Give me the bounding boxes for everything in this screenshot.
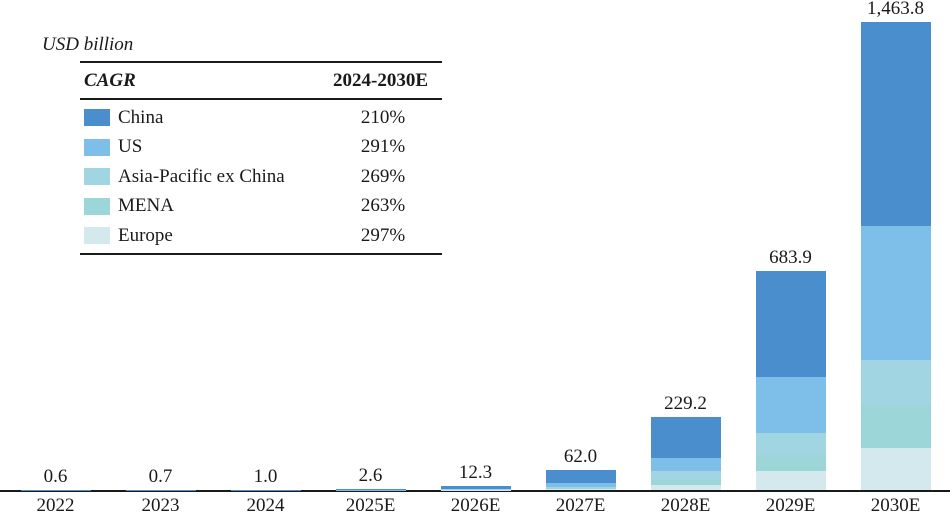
legend-header-period: 2024-2030E	[333, 69, 428, 91]
bar-segment-asia-pacific-ex-china	[545, 486, 616, 489]
legend-row: China 210%	[80, 103, 442, 133]
legend-swatch-icon	[84, 227, 110, 245]
legend-region-label: Asia-Pacific ex China	[118, 165, 285, 187]
bar-segment-us	[860, 225, 931, 360]
bar-segment-mena	[860, 404, 931, 448]
legend-swatch-icon	[84, 138, 110, 156]
legend-row: Asia-Pacific ex China 269%	[80, 162, 442, 192]
stacked-bar-2025e	[335, 489, 406, 490]
chart-units-title: USD billion	[42, 34, 134, 55]
legend-swatch-icon	[84, 168, 110, 186]
x-axis-line	[0, 490, 950, 492]
bar-total-label: 683.9	[769, 247, 812, 269]
x-axis-tick-label: 2027E	[555, 495, 606, 516]
bar-total-label: 62.0	[563, 446, 598, 468]
bar-total-label: 229.2	[664, 392, 707, 414]
legend-row: MENA 263%	[80, 192, 442, 222]
bar-segment-china	[440, 486, 511, 489]
legend-region-label: US	[118, 136, 143, 158]
legend-row: US 291%	[80, 133, 442, 163]
x-axis-tick-label: 2023	[141, 495, 180, 516]
bar-segment-china	[335, 489, 406, 490]
bar-segment-mena	[545, 488, 616, 490]
legend-rows: China 210% US 291% Asia-Pacific ex China 269%…	[80, 100, 442, 253]
bar-segment-us	[545, 482, 616, 487]
bar-segment-europe	[860, 447, 931, 490]
bar-segment-china	[650, 416, 721, 458]
bar-total-label: 12.3	[458, 462, 493, 484]
bar-total-label: 0.6	[43, 465, 68, 487]
bar-total-label: 2.6	[358, 465, 383, 487]
x-axis-tick-label: 2028E	[660, 495, 711, 516]
legend-cagr-value: 210%	[360, 106, 406, 128]
table-rule-middle	[80, 98, 442, 100]
stacked-bar-2028e	[650, 416, 721, 490]
stacked-bar-2029e	[755, 271, 826, 490]
legend-cagr-value: 269%	[360, 165, 406, 187]
x-axis-tick-label: 2024	[246, 495, 285, 516]
bar-total-label: 0.7	[148, 465, 173, 487]
stacked-bar-2026e	[440, 486, 511, 490]
x-axis-tick-label: 2029E	[765, 495, 816, 516]
stacked-bar-2030e	[860, 22, 931, 490]
x-axis-tick-label: 2026E	[450, 495, 501, 516]
legend-swatch-icon	[84, 197, 110, 215]
legend-table-header: CAGR 2024-2030E	[80, 63, 442, 98]
legend-region-label: Europe	[118, 224, 173, 246]
x-axis-tick-label: 2030E	[870, 495, 921, 516]
x-axis-tick-label: 2025E	[345, 495, 396, 516]
bar-segment-china	[545, 470, 616, 483]
x-axis-tick-label: 2022	[36, 495, 75, 516]
bar-segment-asia-pacific-ex-china	[650, 471, 721, 480]
bar-segment-us	[440, 488, 511, 490]
bar-segment-mena	[650, 479, 721, 486]
bar-segment-europe	[755, 471, 826, 490]
legend-header-metric: CAGR	[84, 69, 136, 91]
bar-segment-europe	[545, 489, 616, 490]
bar-total-label: 1,463.8	[867, 0, 924, 19]
bar-segment-asia-pacific-ex-china	[860, 359, 931, 405]
bar-segment-europe	[650, 485, 721, 490]
legend-region-label: MENA	[118, 195, 174, 217]
legend-cagr-value: 291%	[360, 136, 406, 158]
bar-segment-us	[755, 377, 826, 433]
table-rule-bottom	[80, 252, 442, 255]
legend-cagr-value: 297%	[360, 224, 406, 246]
legend-row: Europe 297%	[80, 221, 442, 251]
legend-region-label: China	[118, 106, 164, 128]
bar-segment-china	[755, 271, 826, 378]
stacked-bar-2027e	[545, 470, 616, 490]
bar-segment-mena	[755, 454, 826, 472]
cagr-legend-table: CAGR 2024-2030E China 210% US 291% Asia-Paci…	[80, 61, 442, 255]
legend-cagr-value: 263%	[360, 195, 406, 217]
bar-segment-us	[650, 457, 721, 472]
bar-total-label: 1.0	[253, 465, 278, 487]
table-rule-top	[80, 61, 442, 63]
bar-segment-china	[860, 22, 931, 226]
legend-swatch-icon	[84, 109, 110, 127]
bar-segment-asia-pacific-ex-china	[755, 432, 826, 455]
